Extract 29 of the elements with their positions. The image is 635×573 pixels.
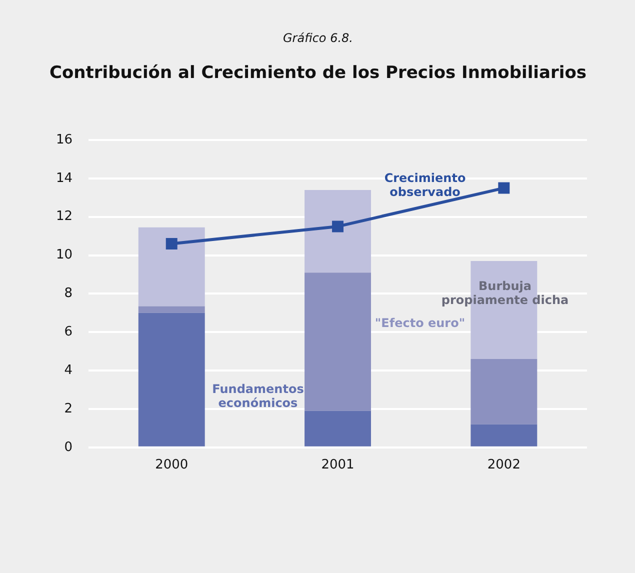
y-tick-label: 6 — [64, 324, 73, 340]
chart-title: Contribución al Crecimiento de los Precios Inmobiliarios — [50, 63, 586, 83]
y-tick-label: 0 — [64, 440, 73, 455]
bar — [304, 410, 371, 446]
x-tick-label: 2002 — [487, 458, 520, 473]
y-tick-label: 16 — [56, 132, 73, 148]
bar — [138, 306, 205, 313]
series-label: Crecimiento observado — [384, 171, 466, 199]
y-tick-label: 2 — [64, 401, 73, 416]
bar — [304, 272, 371, 411]
series-label: "Efecto euro" — [374, 316, 466, 330]
bar — [470, 424, 538, 446]
series-label: Burbuja propiamente dicha — [441, 279, 569, 307]
point — [498, 182, 510, 194]
y-tick-label: 14 — [56, 170, 73, 186]
y-tick-label: 4 — [64, 362, 73, 378]
chart-subtitle: Gráfico 6.8. — [283, 31, 353, 45]
bar — [304, 190, 371, 273]
point — [166, 238, 178, 250]
bar — [138, 227, 205, 306]
bar — [470, 359, 538, 424]
point — [332, 220, 344, 232]
y-tick-label: 12 — [56, 209, 73, 224]
series-label: Fundamentos económicos — [212, 382, 304, 410]
y-tick-label: 8 — [64, 286, 73, 302]
x-tick-label: 2001 — [321, 458, 354, 473]
x-tick-label: 2000 — [155, 458, 188, 473]
bar — [138, 312, 205, 446]
y-tick-label: 10 — [56, 248, 73, 263]
